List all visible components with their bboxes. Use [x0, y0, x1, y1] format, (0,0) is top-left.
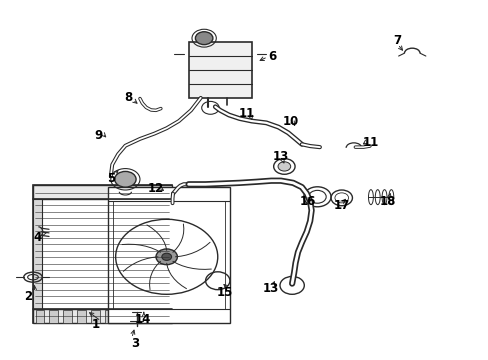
Bar	[104, 310, 113, 323]
Text: 6: 6	[268, 50, 276, 63]
Circle shape	[115, 171, 136, 187]
Bar	[188, 42, 251, 98]
Text: 15: 15	[216, 286, 233, 299]
Bar	[36, 310, 44, 323]
Bar	[77, 310, 86, 323]
Bar	[163, 199, 171, 309]
Text: 4: 4	[34, 231, 42, 244]
Text: 10: 10	[282, 114, 298, 127]
Circle shape	[156, 249, 177, 265]
Text: 12: 12	[147, 183, 164, 195]
Bar	[132, 310, 141, 323]
Bar	[33, 199, 41, 309]
Bar	[33, 185, 171, 199]
Text: 8: 8	[124, 91, 133, 104]
Circle shape	[278, 162, 290, 171]
Text: 11: 11	[238, 107, 255, 120]
Text: 13: 13	[263, 283, 279, 296]
Bar	[33, 185, 171, 323]
Circle shape	[162, 253, 171, 260]
Bar	[63, 310, 72, 323]
Bar	[119, 310, 127, 323]
Bar	[108, 187, 229, 323]
Text: 18: 18	[379, 195, 395, 208]
Bar	[91, 310, 100, 323]
Bar	[160, 310, 169, 323]
Bar	[33, 309, 171, 323]
Bar	[49, 310, 58, 323]
Text: 5: 5	[106, 172, 115, 185]
Text: 9: 9	[94, 129, 102, 142]
Text: 11: 11	[362, 136, 378, 149]
Text: 1: 1	[92, 318, 100, 331]
Bar	[146, 310, 155, 323]
Text: 7: 7	[393, 34, 401, 47]
Circle shape	[195, 32, 212, 45]
Text: 17: 17	[333, 198, 349, 212]
Text: 14: 14	[134, 313, 150, 326]
Text: 13: 13	[272, 150, 288, 163]
Text: 2: 2	[24, 289, 32, 303]
Text: 3: 3	[131, 337, 139, 350]
Text: 16: 16	[299, 195, 315, 208]
